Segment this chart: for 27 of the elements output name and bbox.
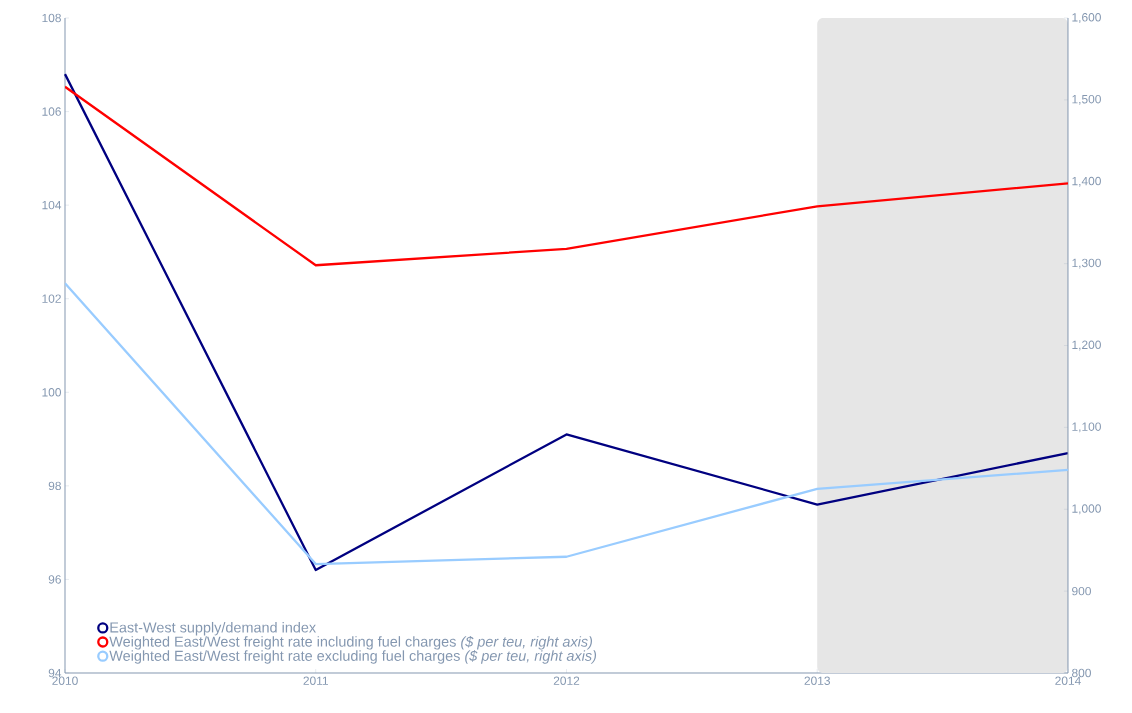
y2-tick-label: 800 [1072, 668, 1091, 678]
legend-label: East-West supply/demand index [110, 621, 316, 636]
y-tick-label: 98 [48, 481, 61, 491]
y2-tick-label: 1,400 [1072, 176, 1101, 187]
y2-tick-label: 1,200 [1072, 340, 1101, 351]
y2-tick-label: 900 [1072, 586, 1091, 596]
legend-label: Weighted East/West freight rate including fuel charges ($ per teu, right axis) [109, 635, 593, 650]
y-tick-label: 102 [42, 294, 61, 303]
y2-tick-label: 1,500 [1072, 94, 1101, 105]
y-tick-label: 104 [42, 200, 62, 210]
x-tick-label: 2012 [553, 676, 580, 685]
y2-tick-label: 1,600 [1072, 13, 1101, 23]
line-series [63, 72, 1070, 572]
x-tick-label: 2010 [52, 676, 78, 685]
y-tick-label: 106 [42, 107, 61, 116]
x-tick-label: 2011 [303, 676, 329, 685]
y2-tick-label: 1,300 [1072, 258, 1101, 269]
x-tick-label: 2014 [1055, 676, 1081, 685]
line-series [65, 85, 1068, 267]
line-series [65, 282, 1068, 566]
y2-tick-label: 1,100 [1072, 422, 1101, 433]
y-tick-label: 100 [42, 388, 62, 397]
y2-tick-label: 1,000 [1072, 504, 1101, 515]
x-tick-label: 2013 [804, 676, 830, 685]
y-tick-label: 108 [42, 13, 61, 23]
y-tick-label: 96 [48, 575, 61, 584]
legend-label: Weighted East/West freight rate excluding fuel charges ($ per teu, right axis) [109, 650, 597, 664]
